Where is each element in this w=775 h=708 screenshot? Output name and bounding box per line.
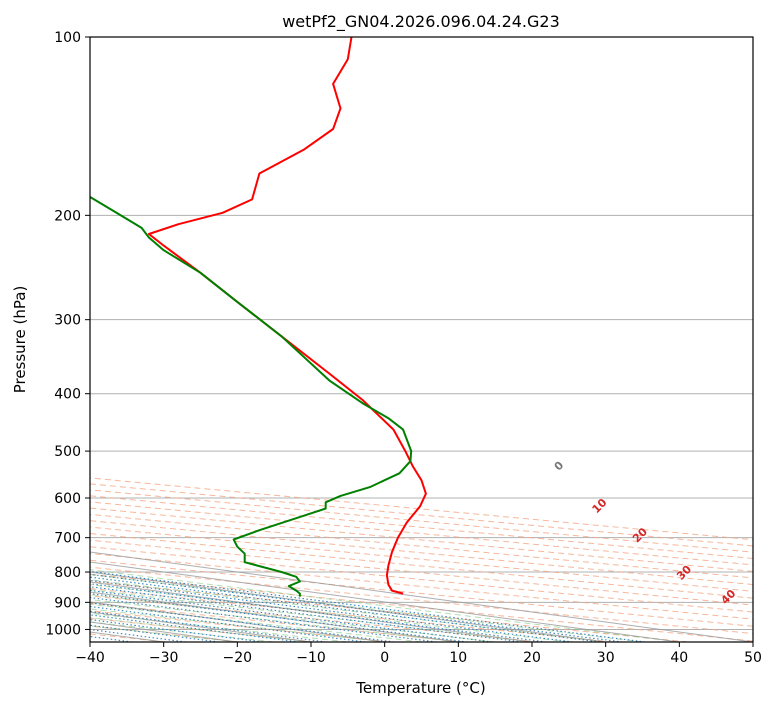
y-tick-label: 700 — [54, 531, 81, 547]
dry-adiabat — [90, 559, 753, 627]
dry-adiabat — [90, 552, 753, 620]
dry-adiabat — [90, 483, 753, 547]
dry-adiabat — [90, 595, 539, 642]
mixing-ratio-line — [90, 586, 523, 642]
x-tick-label: 10 — [449, 650, 467, 666]
dry-adiabat — [90, 602, 465, 642]
x-tick-label: 0 — [380, 650, 389, 666]
y-tick-label: 800 — [54, 565, 81, 581]
y-tick-label: 400 — [54, 387, 81, 403]
dry-adiabat — [90, 546, 753, 613]
moist-adiabat — [90, 594, 496, 642]
x-tick-label: 20 — [523, 650, 541, 666]
x-tick-label: −20 — [223, 650, 253, 666]
dry-adiabat — [90, 495, 753, 559]
mixing-ratio-line — [90, 610, 327, 642]
y-tick-label: 300 — [54, 313, 81, 329]
moist-adiabat — [90, 579, 606, 642]
x-tick-label: −10 — [296, 650, 326, 666]
y-tick-label: 600 — [54, 491, 81, 507]
mixing-ratio-line — [90, 573, 623, 642]
mixing-ratio-line — [90, 592, 468, 642]
dry-adiabat — [90, 520, 753, 586]
dry-adiabat — [90, 501, 753, 566]
y-tick-label: 900 — [54, 595, 81, 611]
temperature-profile — [147, 37, 427, 595]
mixing-ratio-line — [90, 596, 437, 642]
isotherm-line — [90, 591, 459, 642]
x-axis-label: Temperature (°C) — [355, 679, 485, 697]
moist-adiabat — [90, 569, 680, 642]
x-tick-label: 30 — [597, 650, 615, 666]
x-tick-label: 50 — [744, 650, 762, 666]
dry-adiabat — [90, 533, 753, 599]
dry-adiabat — [90, 625, 241, 642]
x-tick-label: −30 — [149, 650, 179, 666]
dry-adiabat — [90, 566, 753, 635]
dry-adiabat — [90, 617, 315, 642]
y-tick-label: 200 — [54, 208, 81, 224]
dry-adiabat — [90, 580, 689, 642]
dry-adiabat — [90, 539, 753, 606]
dry-adiabat — [90, 477, 753, 541]
dry-adiabat — [90, 587, 614, 642]
dry-adiabat-label: 10 — [590, 496, 610, 516]
x-tick-label: −40 — [75, 650, 105, 666]
y-tick-label: 100 — [54, 30, 81, 46]
dry-adiabat — [90, 507, 753, 572]
isotherm-line — [90, 621, 238, 642]
isotherm-line — [90, 551, 753, 642]
isotherm-line — [90, 601, 385, 642]
moist-adiabat — [90, 574, 643, 642]
mixing-ratio-line — [90, 589, 493, 642]
dry-adiabat — [90, 513, 753, 579]
isotherm-line — [90, 611, 312, 642]
dry-adiabat-label: 0 — [552, 458, 567, 473]
y-tick-label: 500 — [54, 444, 81, 460]
isotherm-line — [90, 571, 606, 642]
y-axis-label: Pressure (hPa) — [11, 286, 29, 394]
dry-adiabat — [90, 573, 753, 642]
plot-frame — [89, 36, 754, 643]
isotherm-line — [90, 581, 533, 642]
moist-adiabat — [90, 621, 275, 642]
dewpoint-profile — [90, 195, 413, 597]
moist-adiabat — [90, 584, 569, 642]
dry-adiabat — [90, 489, 753, 553]
dry-adiabat — [90, 526, 753, 592]
moist-adiabat — [90, 612, 348, 642]
dry-adiabat — [90, 610, 390, 642]
y-tick-label: 1000 — [45, 622, 81, 638]
x-tick-label: 40 — [670, 650, 688, 666]
chart-title: wetPf2_GN04.2026.096.04.24.G23 — [282, 12, 560, 32]
